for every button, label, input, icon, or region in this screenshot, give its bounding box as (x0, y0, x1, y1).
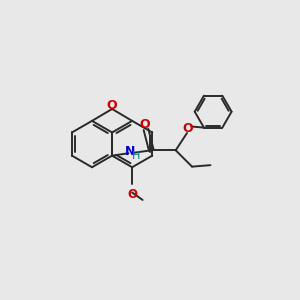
Text: H: H (132, 151, 141, 160)
Text: O: O (127, 188, 137, 201)
Text: N: N (125, 145, 136, 158)
Text: O: O (139, 118, 150, 130)
Text: O: O (107, 99, 117, 112)
Text: O: O (183, 122, 194, 135)
